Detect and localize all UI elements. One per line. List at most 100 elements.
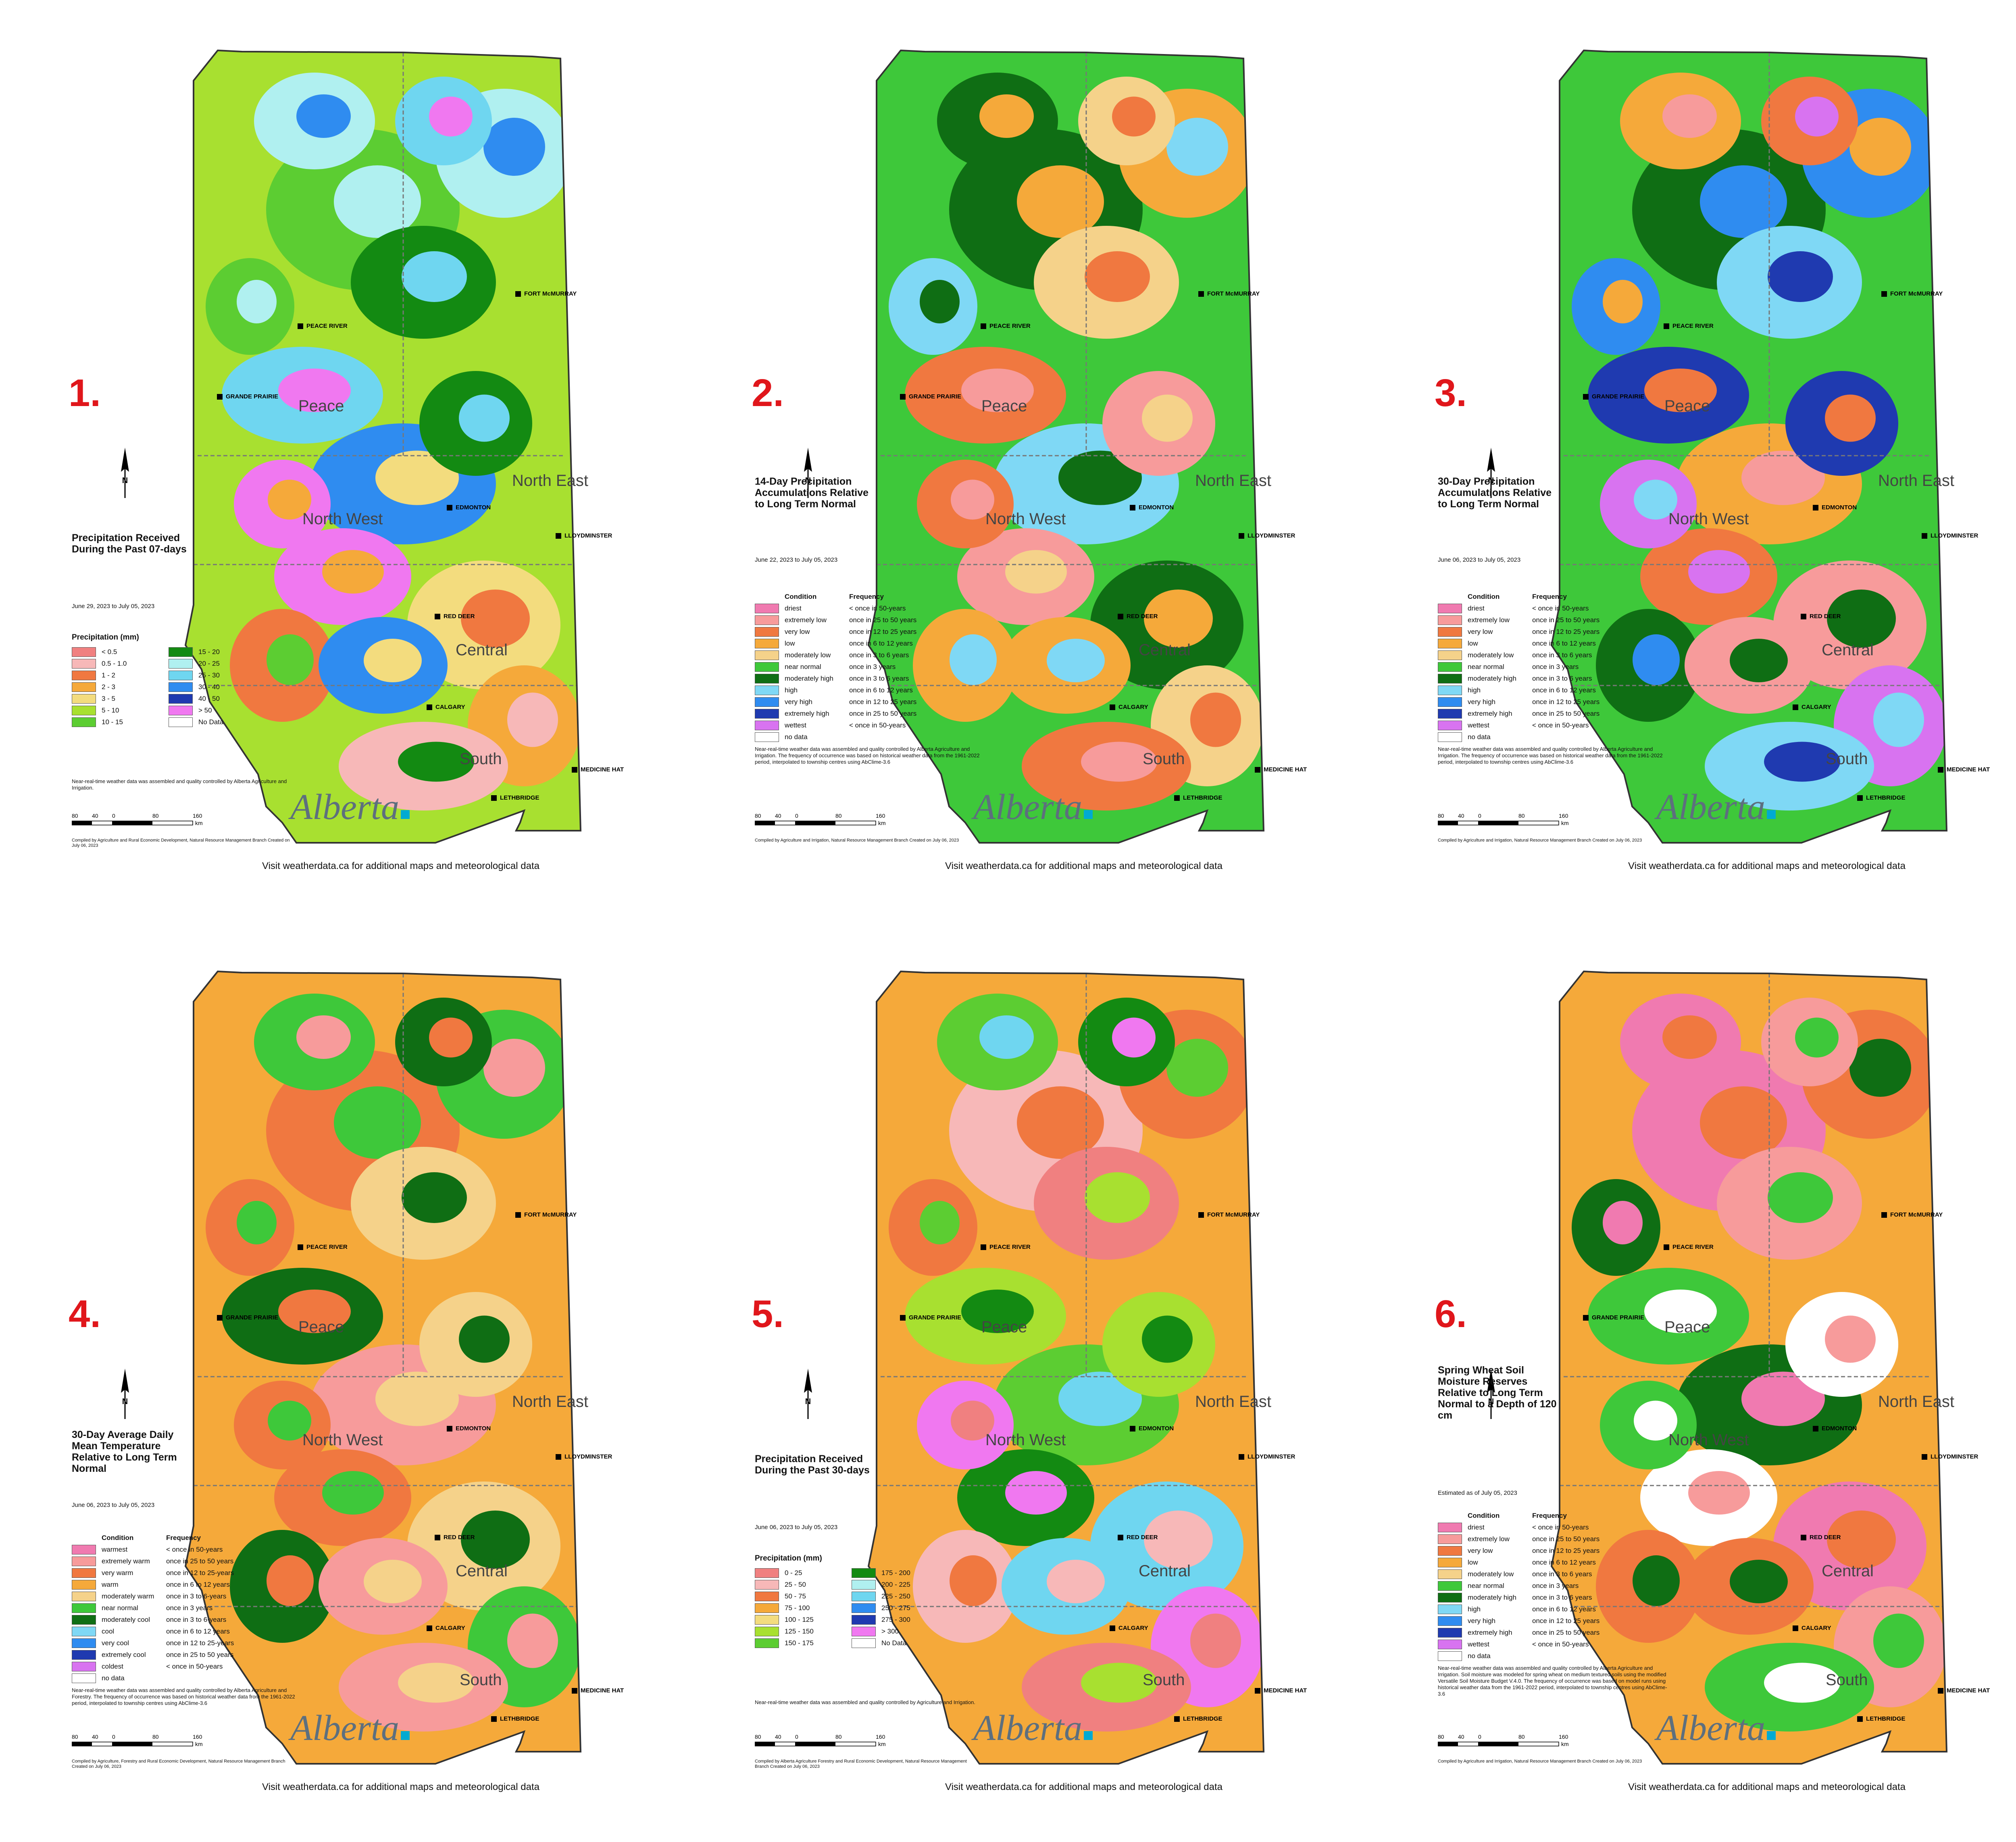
city-label: GRANDE PRAIRIE: [226, 1314, 279, 1321]
city-marker: [1255, 767, 1260, 773]
logo-text: Alberta: [290, 1708, 399, 1748]
logo-square-icon: [400, 1731, 410, 1740]
legend-label: 275 - 300: [881, 1615, 910, 1623]
legend-swatch: [852, 1638, 876, 1648]
legend-swatch: [72, 1661, 96, 1671]
city-label: GRANDE PRAIRIE: [226, 393, 279, 400]
legend-condition: extremely low: [785, 616, 827, 624]
city-label: EDMONTON: [1822, 504, 1857, 511]
city-marker: [1198, 291, 1204, 297]
city-label: PEACE RIVER: [306, 1244, 348, 1250]
city-label: LLOYDMINSTER: [1248, 1453, 1295, 1460]
legend-frequency: once in 6 to 12 years: [1532, 686, 1596, 694]
map-panel-5: Peace North West North East Central South FOR…: [683, 921, 1366, 1842]
legend-label: 20 - 25: [198, 659, 220, 667]
legend-item: near normal once in 3 years: [755, 661, 942, 673]
alberta-logo: Alberta: [973, 1707, 1093, 1749]
panel-number: 5.: [752, 1292, 784, 1336]
legend-condition: warm: [102, 1580, 119, 1588]
alberta-map: [1550, 49, 1948, 844]
city-marker: [556, 533, 561, 539]
legend-item: near normal once in 3 years: [72, 1602, 259, 1614]
legend-item: wettest < once in 50-years: [755, 719, 942, 731]
city-marker: [1198, 1212, 1204, 1218]
scale-tick-label: 80: [1438, 813, 1444, 819]
legend-condition: driest: [1468, 1523, 1485, 1531]
legend-item: 3 - 5: [72, 693, 169, 704]
legend-condition: extremely high: [785, 709, 829, 717]
city-marker: [1583, 1315, 1589, 1321]
legend-swatch: [72, 705, 96, 715]
map-panel-4: Peace North West North East Central South FOR…: [0, 921, 683, 1842]
legend-swatch: [852, 1591, 876, 1601]
map-color-zone: [461, 590, 530, 648]
city-marker: [1239, 533, 1244, 539]
city-marker: [1881, 1212, 1887, 1218]
scale-tick-label: 160: [1559, 1734, 1568, 1740]
svg-text:N: N: [1488, 476, 1494, 485]
legend-condition: driest: [1468, 604, 1485, 612]
map-panel-3: Peace North West North East Central South FOR…: [1366, 0, 2016, 921]
legend-condition: very high: [785, 698, 812, 706]
map-color-zone: [1603, 1201, 1643, 1244]
legend-label: No Data: [881, 1639, 907, 1647]
legend-swatch: [755, 615, 779, 625]
city-label: CALGARY: [1801, 1625, 1831, 1632]
legend-label: No Data: [198, 718, 224, 726]
map-color-zone: [1017, 165, 1104, 238]
legend-condition: low: [785, 639, 795, 647]
city-marker: [515, 1212, 521, 1218]
legend-swatch: [1438, 1639, 1462, 1649]
city-marker: [1793, 704, 1798, 710]
logo-text: Alberta: [973, 1708, 1082, 1748]
legend-swatch: [755, 1615, 779, 1625]
scale-tick-label: 40: [92, 813, 98, 819]
legend-item: 125 - 150: [755, 1625, 852, 1637]
legend-frequency: < once in 50-years: [849, 721, 906, 729]
legend-item: > 50: [169, 704, 265, 716]
map-color-zone: [483, 1039, 545, 1097]
city-label: CALGARY: [1118, 704, 1148, 711]
legend-swatch: [72, 1568, 96, 1578]
logo-square-icon: [1766, 810, 1776, 819]
city-marker: [1118, 614, 1123, 619]
map-color-zone: [1644, 369, 1717, 412]
scale-tick-label: 0: [795, 813, 798, 819]
legend-label: < 0.5: [102, 648, 117, 656]
map-title: 30-Day Average Daily Mean Temperature Re…: [72, 1429, 177, 1474]
scale-tick-label: 160: [193, 1734, 202, 1740]
scale-unit: km: [1561, 1741, 1569, 1747]
legend-swatch: [1438, 650, 1462, 660]
scale-tick-label: 80: [1518, 813, 1525, 819]
map-title: Spring Wheat Soil Moisture Reserves Rela…: [1438, 1365, 1557, 1421]
city-marker: [1130, 505, 1135, 511]
legend-item: extremely high once in 25 to 50 years: [1438, 1627, 1625, 1638]
city-marker: [1801, 614, 1806, 619]
legend-item: extremely low once in 25 to 50 years: [1438, 614, 1625, 626]
city-marker: [217, 1315, 223, 1321]
map-color-zone: [278, 369, 351, 412]
city-label: EDMONTON: [1139, 1425, 1174, 1432]
legend-frequency: once in 3 to 6 years: [1532, 674, 1592, 682]
map-color-zone: [334, 165, 421, 238]
alberta-logo: Alberta: [1656, 1707, 1776, 1749]
region-label-south: South: [1143, 1671, 1185, 1689]
map-color-zone: [1005, 550, 1067, 594]
legend-item: 25 - 50: [755, 1579, 852, 1590]
region-label-central: Central: [456, 641, 508, 659]
city-marker: [1857, 1716, 1863, 1722]
map-color-zone: [1825, 394, 1876, 442]
map-dates: June 29, 2023 to July 05, 2023: [72, 603, 155, 610]
legend-frequency: once in 25 to 50 years: [849, 616, 917, 624]
legend-item: no data: [72, 1672, 259, 1684]
legend-head-frequency: Frequency: [1532, 1511, 1567, 1519]
legend-swatch: [1438, 1651, 1462, 1661]
map-color-zone: [1741, 450, 1825, 505]
legend-label: 100 - 125: [785, 1615, 814, 1623]
city-marker: [427, 704, 432, 710]
city-label: PEACE RIVER: [989, 1244, 1031, 1250]
legend-frequency: once in 3 to 6 years: [1532, 1593, 1592, 1601]
map-panel-6: Peace North West North East Central South FOR…: [1366, 921, 2016, 1842]
legend-frequency: once in 3 years: [1532, 663, 1579, 671]
